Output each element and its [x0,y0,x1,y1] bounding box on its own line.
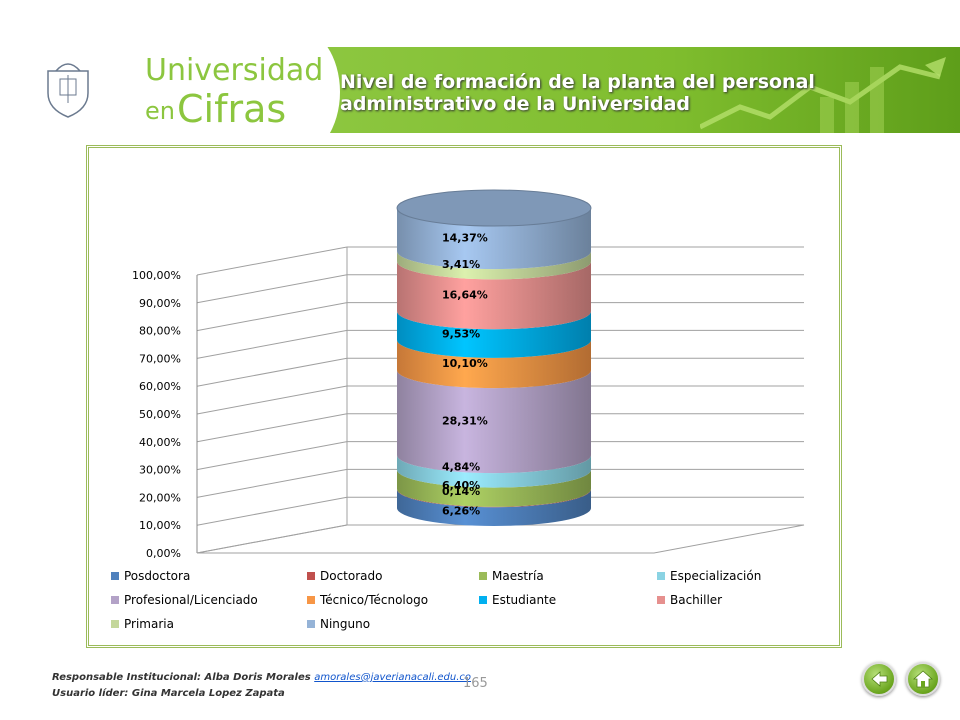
header-banner: Universidad en Cifras Nivel de formación… [0,47,960,133]
y-tick-label: 0,00% [146,547,181,560]
back-arrow-icon [871,671,888,687]
gridline-diag [196,385,348,415]
page-title-line2: administrativo de la Universidad [340,93,691,115]
cylinder-segment [397,455,591,488]
cylinder-segment [397,261,591,330]
legend-swatch [307,620,315,628]
cylinder-segment [397,251,591,280]
cylinder-segment [397,469,591,507]
growth-arrows-icon [700,57,946,133]
gridline-diag [196,468,348,498]
cylinder-segment [397,339,591,389]
responsable-email-link[interactable]: amorales@javerianacali.edu.co [314,672,472,683]
data-label: 14,37% [442,232,488,245]
data-label: 6,26% [442,505,480,518]
legend-swatch [307,572,315,580]
brand-universidad: Universidad [145,53,324,88]
page-number: 165 [463,676,488,691]
legend-entry: Ninguno [320,617,370,631]
page-title: Nivel de formación de la planta del pers… [340,71,815,115]
back-button[interactable] [862,662,896,696]
y-tick-label: 60,00% [139,380,181,393]
legend-swatch [307,596,315,604]
legend-entry: Maestría [492,569,544,583]
gridline-diag [196,329,348,359]
cylinder-segment [397,311,591,358]
floor-plane [196,524,805,554]
gridline-diag [196,496,348,526]
data-label: 10,10% [442,357,488,370]
legend-swatch [657,596,665,604]
legend-swatch [479,572,487,580]
legend-swatch [111,620,119,628]
footer-usuario: Usuario líder: Gina Marcela Lopez Zapata [52,688,285,699]
javeriana-crest-icon [47,63,89,118]
y-tick-label: 50,00% [139,408,181,421]
legend-swatch [657,572,665,580]
data-label: 9,53% [442,328,480,341]
legend-entry: Doctorado [320,569,382,583]
data-label: 3,41% [442,258,480,271]
home-icon [912,670,934,688]
legend-entry: Bachiller [670,593,722,607]
legend-entry: Estudiante [492,593,556,607]
brand-en: en [145,97,175,125]
y-tick-label: 40,00% [139,436,181,449]
data-label: 6,40% [442,479,480,492]
y-tick-label: 20,00% [139,491,181,504]
footer-responsable: Responsable Institucional: Alba Doris Mo… [52,672,471,683]
cylinder-segment [397,208,591,270]
legend-entry: Primaria [124,617,174,631]
data-label: 4,84% [442,460,480,473]
cylinder-segment [397,489,591,526]
cylinder-segment [397,370,591,474]
home-button[interactable] [906,662,940,696]
gridline-diag [196,274,348,304]
gridline-diag [196,413,348,443]
chart-frame: 0,00% 10,00% 20,00% 30,00% 40,00% 50,00% 60,00… [86,145,842,648]
y-tick-label: 70,00% [139,352,181,365]
gridline-diag [196,246,348,276]
legend-entry: Especialización [670,569,761,583]
y-tick-label: 100,00% [132,269,181,282]
legend-entry: Posdoctora [124,569,190,583]
legend-entry: Profesional/Licenciado [124,593,258,607]
y-tick-label: 80,00% [139,325,181,338]
y-tick-label: 90,00% [139,297,181,310]
gridline-diag [196,441,348,471]
legend-entry: Técnico/Técnologo [319,593,428,607]
legend-swatch [111,596,119,604]
y-tick-label: 10,00% [139,519,181,532]
data-label: 16,64% [442,288,488,301]
legend-swatch [111,572,119,580]
chart-svg: 0,00% 10,00% 20,00% 30,00% 40,00% 50,00% 60,00… [111,189,805,631]
gridline-diag [196,357,348,387]
legend-swatch [479,596,487,604]
data-label: 28,31% [442,415,488,428]
data-label: 0,14% [442,485,480,498]
brand-cifras: Cifras [177,87,287,131]
responsable-label: Responsable Institucional: Alba Doris Mo… [52,672,311,683]
logo-panel [0,47,340,133]
page-title-line1: Nivel de formación de la planta del pers… [340,71,815,93]
y-tick-label: 30,00% [139,464,181,477]
cylinder-top-cap [396,189,592,227]
gridline-diag [196,302,348,332]
